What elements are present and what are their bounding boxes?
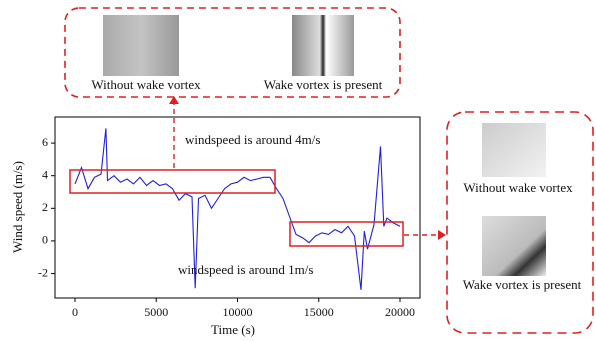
y-tick-label: 6 — [42, 135, 48, 149]
y-tick-label: -2 — [38, 265, 48, 279]
x-tick-label: 20000 — [385, 305, 415, 319]
caption: Wake vortex is present — [463, 277, 582, 292]
caption: Wake vortex is present — [264, 77, 383, 92]
image — [482, 123, 546, 177]
image — [292, 15, 354, 76]
caption: Without wake vortex — [91, 77, 201, 92]
annotation: windspeed is around 1m/s — [178, 262, 313, 277]
x-tick-label: 10000 — [223, 305, 253, 319]
annotation: windspeed is around 4m/s — [185, 132, 320, 147]
caption: Without wake vortex — [463, 180, 573, 195]
y-tick-label: 2 — [42, 200, 48, 214]
y-tick-label: 4 — [42, 167, 48, 181]
y-axis-label: Wind speed (m/s) — [10, 161, 25, 253]
image — [482, 216, 546, 276]
x-tick-label: 5000 — [144, 305, 168, 319]
x-axis-label: Time (s) — [211, 322, 255, 337]
region-box — [290, 222, 403, 246]
figure: Without wake vortex Wake vortex is prese… — [0, 0, 596, 337]
x-tick-label: 15000 — [304, 305, 334, 319]
y-tick-label: 0 — [42, 233, 48, 247]
page: {"chart_data": {"type": "line", "xlabel"… — [0, 0, 596, 337]
arrow-head — [438, 230, 446, 240]
image — [103, 15, 179, 76]
x-tick-label: 0 — [72, 305, 78, 319]
